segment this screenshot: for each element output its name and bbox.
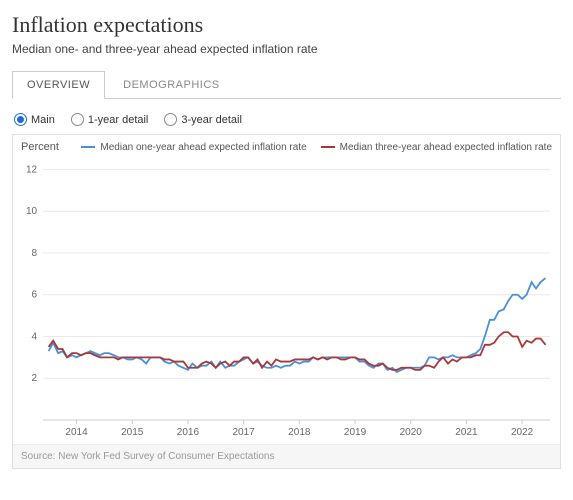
svg-text:2022: 2022 (511, 427, 534, 438)
chart-header: Percent Median one-year ahead expected i… (13, 135, 560, 153)
svg-text:2018: 2018 (288, 427, 311, 438)
radio-dot-icon (164, 113, 177, 126)
radio-label: 3-year detail (181, 114, 242, 126)
legend-label: Median one-year ahead expected inflation… (100, 142, 306, 153)
svg-text:2016: 2016 (177, 427, 200, 438)
radio-1year[interactable]: 1-year detail (71, 113, 149, 126)
svg-text:2020: 2020 (400, 427, 423, 438)
line-chart: 2 4 6 8 10 12 2014 2015 2016 2017 2018 2019 2020 2021… (13, 153, 560, 444)
radio-dot-icon (14, 113, 27, 126)
svg-text:2017: 2017 (232, 427, 255, 438)
svg-text:10: 10 (26, 206, 38, 217)
page-subtitle: Median one- and three-year ahead expecte… (12, 42, 561, 56)
svg-text:2019: 2019 (344, 427, 367, 438)
page-title: Inflation expectations (12, 12, 561, 38)
chart-source: Source: New York Fed Survey of Consumer … (13, 444, 560, 468)
radio-dot-icon (71, 113, 84, 126)
radio-label: 1-year detail (88, 114, 149, 126)
svg-text:4: 4 (32, 331, 38, 342)
svg-text:2021: 2021 (455, 427, 478, 438)
svg-text:6: 6 (32, 290, 38, 301)
tab-bar: OVERVIEW DEMOGRAPHICS (12, 70, 561, 99)
view-selector: Main 1-year detail 3-year detail (12, 99, 561, 134)
legend-swatch-icon (321, 146, 335, 148)
tab-overview[interactable]: OVERVIEW (12, 71, 105, 99)
svg-text:12: 12 (26, 164, 38, 175)
legend-swatch-icon (81, 146, 95, 148)
radio-3year[interactable]: 3-year detail (164, 113, 242, 126)
legend-series-1: Median one-year ahead expected inflation… (81, 142, 306, 153)
svg-text:2015: 2015 (121, 427, 144, 438)
chart-container: Percent Median one-year ahead expected i… (12, 134, 561, 469)
radio-label: Main (31, 114, 55, 126)
legend-series-2: Median three-year ahead expected inflati… (321, 142, 552, 153)
svg-text:8: 8 (32, 248, 38, 259)
y-axis-label: Percent (21, 141, 59, 153)
legend-label: Median three-year ahead expected inflati… (340, 142, 552, 153)
radio-main[interactable]: Main (14, 113, 55, 126)
tab-demographics[interactable]: DEMOGRAPHICS (108, 71, 234, 98)
svg-text:2: 2 (32, 373, 38, 384)
svg-text:2014: 2014 (65, 427, 88, 438)
